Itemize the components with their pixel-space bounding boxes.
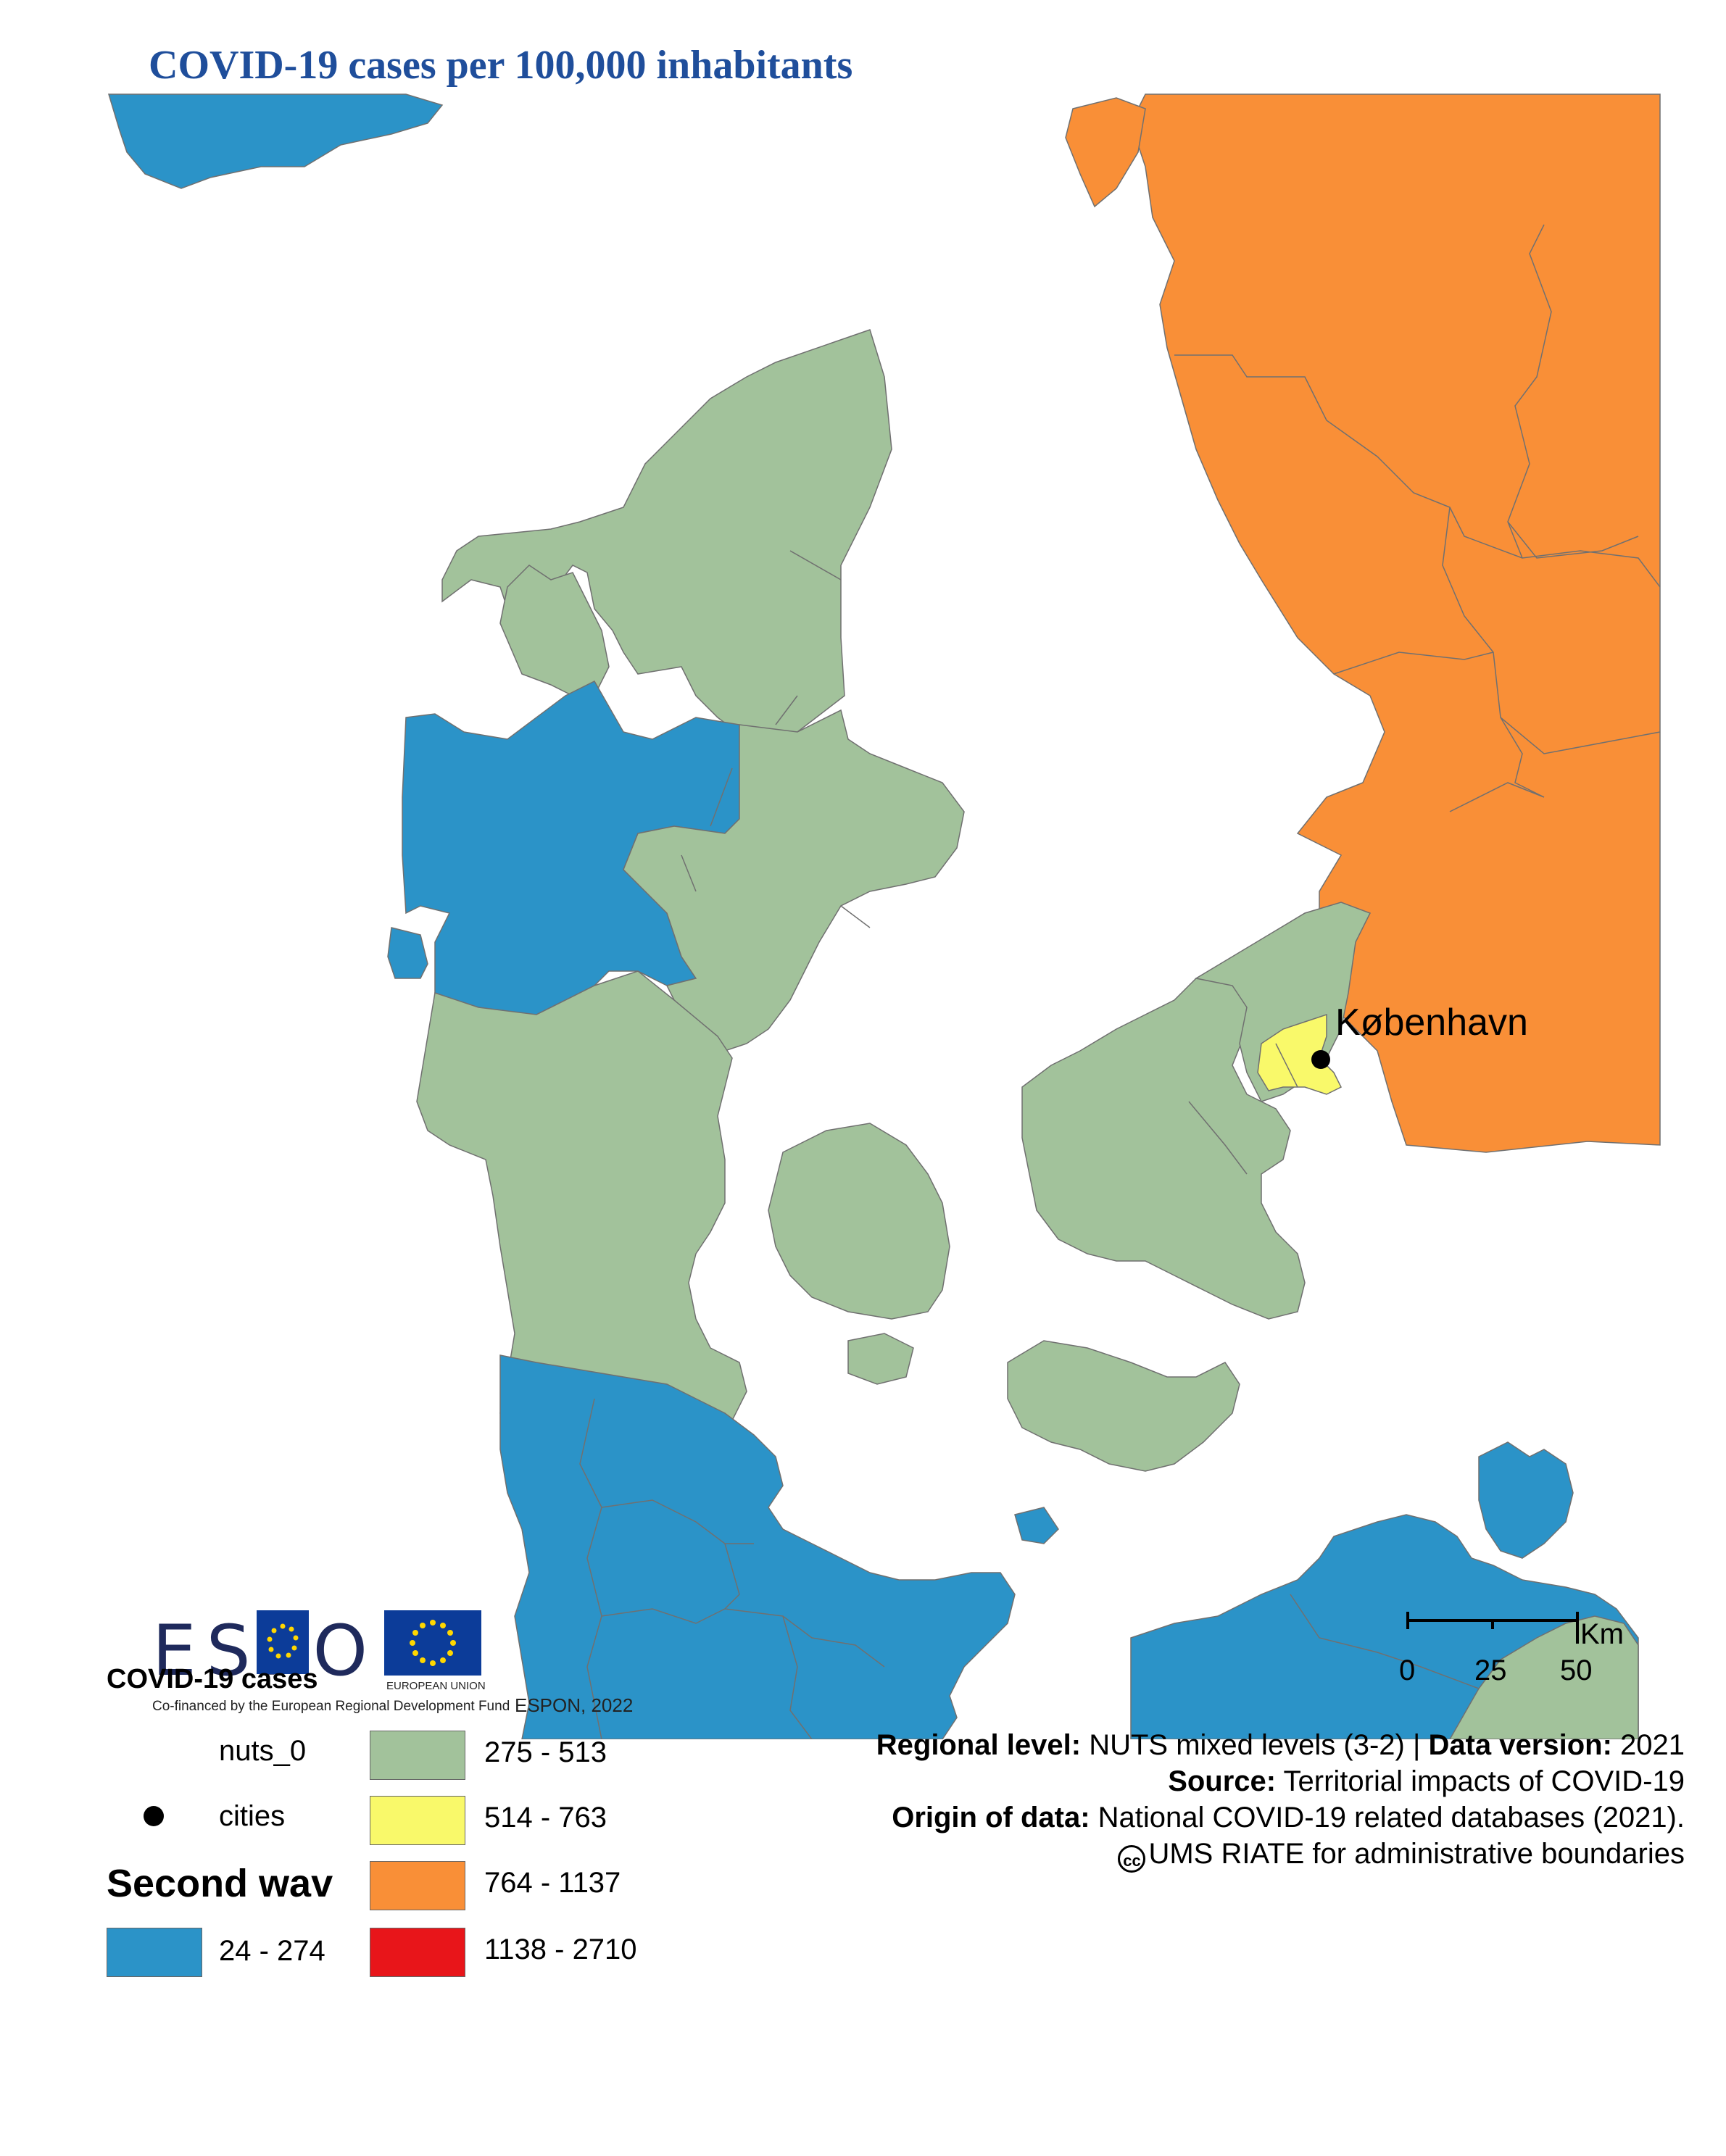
scale-bar-tick-50: 50	[1560, 1655, 1593, 1686]
legend-label-1138-2710: 1138 - 2710	[484, 1934, 637, 1965]
region-fyn	[768, 1123, 950, 1320]
region-sweden-west-islet	[1065, 97, 1146, 208]
scale-bar-tick-25: 25	[1474, 1655, 1507, 1686]
region-schleswig-holstein	[499, 1354, 1016, 1739]
legend-swatch-275-513	[370, 1731, 465, 1780]
legend-title: COVID-19 cases	[107, 1664, 318, 1694]
cofinanced-text: Co-financed by the European Regional Dev…	[152, 1699, 510, 1714]
city-koebenhavn-marker[interactable]	[1311, 1050, 1330, 1069]
meta-origin-value: National COVID-19 related databases (202…	[1098, 1802, 1685, 1834]
eu-flag-icon	[384, 1610, 481, 1676]
meta-origin-label: Origin of data:	[892, 1802, 1090, 1834]
region-vestjylland-islet	[387, 927, 428, 979]
legend-swatch-1138-2710	[370, 1928, 465, 1977]
region-nordjylland-thy	[499, 565, 610, 696]
meta-copyright-value: UMS RIATE for administrative boundaries	[1148, 1838, 1685, 1870]
meta-regional-level-label: Regional level:	[876, 1729, 1082, 1761]
region-koebenhavn	[1257, 1013, 1343, 1095]
region-fehmarn	[1014, 1507, 1059, 1544]
legend-label-764-1137: 764 - 1137	[484, 1867, 621, 1899]
legend-label-24-274: 24 - 274	[219, 1935, 325, 1967]
espon-year: ESPON, 2022	[515, 1694, 634, 1716]
sweden-internal-borders	[1174, 224, 1661, 812]
map-canvas[interactable]: København Km 0 25 50	[0, 0, 1726, 1739]
meta-data-version-label: Data version:	[1428, 1729, 1612, 1761]
scale-bar: Km 0 25 50	[1399, 1612, 1624, 1686]
meta-source: Source: Territorial impacts of COVID-19	[1168, 1765, 1685, 1798]
meta-copyright: cc UMS RIATE for administrative boundarie…	[1118, 1838, 1685, 1873]
map-title: COVID-19 cases per 100,000 inhabitants	[149, 43, 853, 88]
espon-eu-stars-icon	[257, 1610, 309, 1674]
eu-label: EUROPEAN UNION	[386, 1680, 486, 1692]
meta-source-value: Territorial impacts of COVID-19	[1283, 1765, 1685, 1797]
meta-regional-level: Regional level: NUTS mixed levels (3-2) …	[876, 1729, 1685, 1762]
region-ruegen	[1478, 1441, 1574, 1559]
region-lolland-falster	[1007, 1340, 1240, 1472]
scale-bar-unit: Km	[1580, 1618, 1624, 1650]
region-sweden	[1130, 93, 1661, 1153]
meta-data-version-value: 2021	[1620, 1729, 1685, 1761]
legend-city-dot	[144, 1806, 164, 1826]
legend-label-275-513: 275 - 513	[484, 1736, 607, 1768]
region-nordsjaelland	[1194, 902, 1372, 1102]
legend-swatch-764-1137	[370, 1861, 465, 1910]
legend-nuts-label: nuts_0	[219, 1735, 307, 1767]
creative-commons-icon: cc	[1118, 1845, 1146, 1873]
legend-cities-label: cities	[219, 1800, 286, 1832]
region-norway-south	[107, 93, 444, 189]
legend-wave-title: Second wav	[107, 1862, 333, 1905]
region-oestjylland	[623, 709, 965, 1052]
legend-swatch-24-274	[107, 1928, 202, 1977]
region-fyn-south-islands	[847, 1333, 914, 1385]
city-koebenhavn-label: København	[1335, 1002, 1528, 1044]
region-nordjylland	[441, 329, 892, 740]
scale-bar-tick-0: 0	[1399, 1655, 1415, 1686]
germany-internal-borders	[579, 1398, 1480, 1739]
legend-swatch-514-763	[370, 1796, 465, 1845]
meta-origin: Origin of data: National COVID-19 relate…	[892, 1802, 1685, 1834]
region-pomerania-green	[1449, 1615, 1639, 1739]
meta-regional-level-value: NUTS mixed levels (3-2) |	[1089, 1729, 1421, 1761]
legend-label-514-763: 514 - 763	[484, 1802, 607, 1834]
region-sjaelland	[1021, 963, 1306, 1320]
coastline-details	[681, 550, 1298, 1175]
meta-source-label: Source:	[1168, 1765, 1277, 1797]
